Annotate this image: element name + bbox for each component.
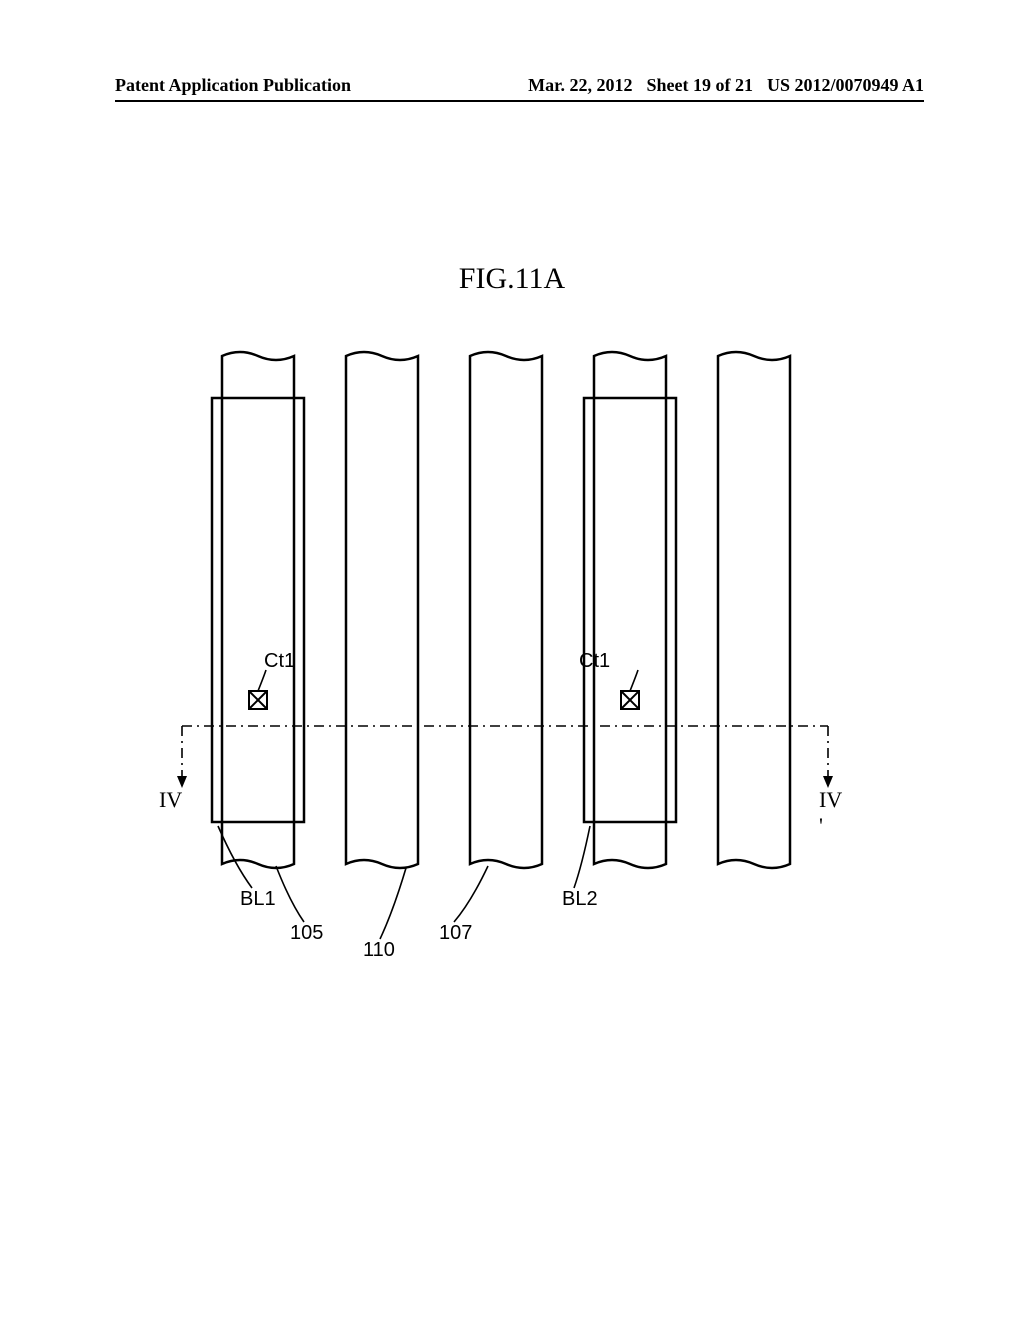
label-105: 105 (290, 922, 323, 945)
diagram: Ct1 Ct1 IV IV ' BL1 BL2 105 110 107 (222, 344, 792, 954)
label-ct1-left: Ct1 (264, 650, 295, 673)
figure-title: FIG.11A (0, 262, 1024, 296)
label-iv-left: IV (159, 787, 182, 813)
page-header: Patent Application Publication Mar. 22, … (115, 75, 924, 96)
label-iv-right: IV ' (819, 787, 842, 839)
label-bl2: BL2 (562, 888, 598, 911)
diagram-svg (222, 344, 792, 954)
header-separator (115, 100, 924, 102)
header-left: Patent Application Publication (115, 75, 351, 96)
header-right: Mar. 22, 2012 Sheet 19 of 21 US 2012/007… (528, 75, 924, 96)
header-sheet: Sheet 19 of 21 (646, 75, 753, 96)
label-110: 110 (363, 939, 395, 962)
label-107: 107 (439, 922, 472, 945)
header-pubnum: US 2012/0070949 A1 (767, 75, 924, 96)
label-ct1-right: Ct1 (579, 650, 610, 673)
label-bl1: BL1 (240, 888, 276, 911)
header-date: Mar. 22, 2012 (528, 75, 632, 96)
